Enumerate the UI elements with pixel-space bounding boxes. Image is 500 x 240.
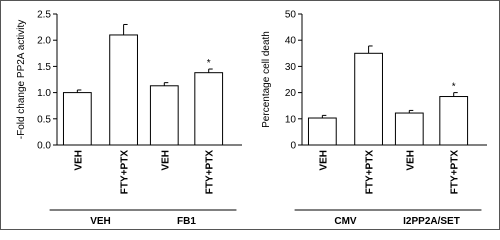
x-tick-label: VEH <box>318 150 329 171</box>
y-tick-label: 0 <box>290 141 296 152</box>
bar <box>439 96 469 146</box>
bar <box>307 117 337 146</box>
y-tick-label: 0.5 <box>37 114 51 125</box>
bar <box>394 112 424 146</box>
y-axis-label: Percentage cell death <box>261 31 272 128</box>
x-tick-label: FTY+PTX <box>450 150 461 195</box>
x-tick-label: VEH <box>405 150 416 171</box>
x-tick-label: VEH <box>73 150 84 171</box>
y-tick-label: 20 <box>285 88 297 99</box>
y-tick-label: 2.0 <box>37 36 51 47</box>
x-tick-label: VEH <box>160 150 171 171</box>
bar <box>354 52 383 146</box>
y-tick-label: 40 <box>285 36 297 47</box>
group-label: I2PP2A/SET <box>403 216 460 227</box>
y-tick-label: 2.5 <box>37 10 51 21</box>
y-tick-label: 0.0 <box>37 141 51 152</box>
x-tick-label: FTY+PTX <box>365 150 376 195</box>
group-label: CMV <box>334 216 357 227</box>
y-tick-label: 1.5 <box>37 62 51 73</box>
annotation: * <box>207 58 211 69</box>
x-tick-label: FTY+PTX <box>120 150 131 195</box>
x-tick-label: FTY+PTX <box>205 150 216 195</box>
y-tick-label: 30 <box>285 62 297 73</box>
bar <box>149 85 179 146</box>
y-axis-label: -Fold change PP2A activity <box>16 20 27 140</box>
bar <box>109 34 138 146</box>
y-tick-label: 50 <box>285 10 297 21</box>
y-tick-label: 1.0 <box>37 88 51 99</box>
bar <box>62 92 92 146</box>
annotation: * <box>452 82 456 93</box>
bar <box>194 72 224 146</box>
group-label: VEH <box>90 216 111 227</box>
figure: 0.0 0.5 1.0 1.5 2.0 2.5 -Fold change PP2A acti… <box>0 0 500 230</box>
group-label: FB1 <box>177 216 196 227</box>
y-tick-label: 10 <box>285 114 297 125</box>
